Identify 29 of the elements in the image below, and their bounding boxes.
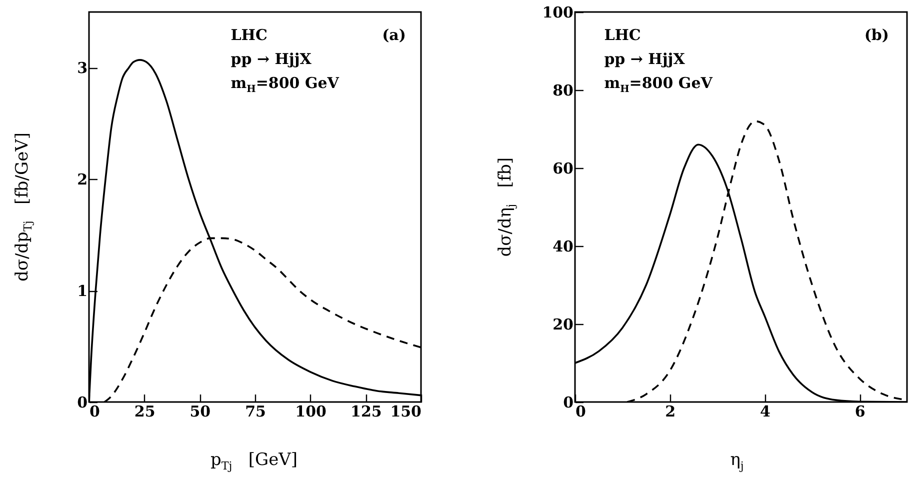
annotation: (a) bbox=[382, 26, 406, 44]
x-tick-label: 125 bbox=[350, 402, 382, 420]
x-tick-label: 25 bbox=[134, 402, 156, 420]
annotation: LHC bbox=[604, 26, 641, 44]
annotation: m$_{H}$=800 GeV bbox=[230, 74, 339, 95]
annotation: pp → HjjX bbox=[604, 50, 685, 68]
x-tick-label: 75 bbox=[245, 402, 266, 420]
y-tick-label: 3 bbox=[77, 59, 88, 78]
y-tick-label: 20 bbox=[552, 316, 574, 334]
x-tick-label: 0 bbox=[90, 402, 100, 420]
annotation: m$_{H}$=800 GeV bbox=[604, 74, 712, 95]
x-tick-label: 100 bbox=[295, 402, 326, 420]
y-tick-label: 100 bbox=[542, 4, 574, 22]
y-tick-label: 1 bbox=[77, 282, 88, 300]
y-tick-label: 2 bbox=[77, 170, 88, 189]
y-tick-label: 60 bbox=[552, 160, 574, 178]
x-tick-label: 2 bbox=[665, 402, 676, 420]
x-tick-label: 4 bbox=[760, 402, 770, 420]
y-tick-label: 40 bbox=[552, 238, 574, 256]
text: p$_{Tj}$ [GeV] bbox=[210, 450, 298, 472]
y-tick-label: 80 bbox=[552, 82, 574, 100]
annotation: pp → HjjX bbox=[230, 50, 312, 68]
x-tick-label: 0 bbox=[576, 402, 586, 420]
annotation: (b) bbox=[864, 26, 889, 44]
x-tick-label: 150 bbox=[390, 402, 422, 420]
x-tick-label: 6 bbox=[854, 402, 866, 420]
annotation: LHC bbox=[230, 26, 268, 44]
x-tick-label: 50 bbox=[190, 402, 211, 420]
x-axis-title: η$_{j}$ bbox=[730, 450, 744, 472]
